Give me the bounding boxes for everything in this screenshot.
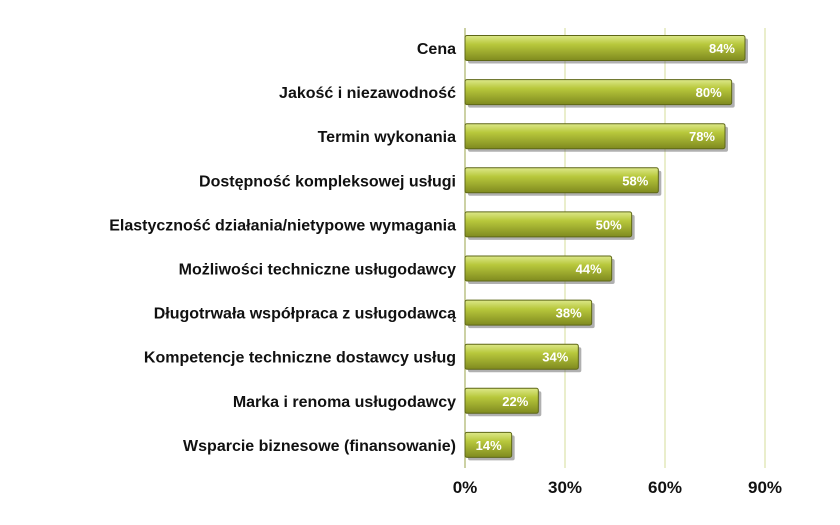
bars: 84% 80% 78% 58% 50% 44% 38% 34% 22% 14%	[464, 35, 748, 461]
category-labels: Cena Jakość i niezawodność Termin wykonani…	[109, 41, 456, 455]
bar	[464, 211, 633, 238]
x-tick-label: 60%	[648, 478, 682, 497]
bar	[464, 167, 659, 194]
bar	[464, 343, 579, 370]
bar	[464, 299, 593, 326]
x-tick-label: 0%	[453, 478, 478, 497]
bar	[464, 79, 733, 106]
category-label: Możliwości techniczne usługodawcy	[179, 262, 456, 279]
bar	[464, 255, 613, 282]
category-label: Cena	[417, 41, 456, 58]
x-tick-label: 90%	[748, 478, 782, 497]
bar	[464, 387, 539, 414]
bar-value-label: 58%	[622, 173, 648, 188]
bar-value-label: 44%	[576, 262, 602, 277]
bar-value-label: 50%	[596, 217, 622, 232]
bar-value-label: 22%	[502, 394, 528, 409]
category-label: Długotrwała współpraca z usługodawcą	[154, 306, 456, 323]
category-label: Elastyczność działania/nietypowe wymagan…	[109, 217, 456, 234]
bar-value-label: 34%	[542, 350, 568, 365]
x-tick-labels: 0% 30% 60% 90%	[453, 478, 782, 497]
bar-value-label: 38%	[556, 306, 582, 321]
category-label: Dostępność kompleksowej usługi	[199, 173, 456, 190]
bar-value-label: 84%	[709, 41, 735, 56]
category-label: Wsparcie biznesowe (finansowanie)	[183, 438, 456, 455]
bar-value-label: 80%	[696, 85, 722, 100]
category-label: Marka i renoma usługodawcy	[233, 394, 456, 411]
bar	[464, 431, 513, 458]
x-tick-label: 30%	[548, 478, 582, 497]
bar	[464, 35, 746, 61]
category-label: Kompetencje techniczne dostawcy usług	[144, 350, 456, 367]
bar	[464, 123, 726, 150]
category-label: Jakość i niezawodność	[279, 85, 456, 102]
category-label: Termin wykonania	[318, 129, 457, 146]
bar-value-label: 78%	[689, 129, 715, 144]
bar-value-label: 14%	[476, 438, 502, 453]
